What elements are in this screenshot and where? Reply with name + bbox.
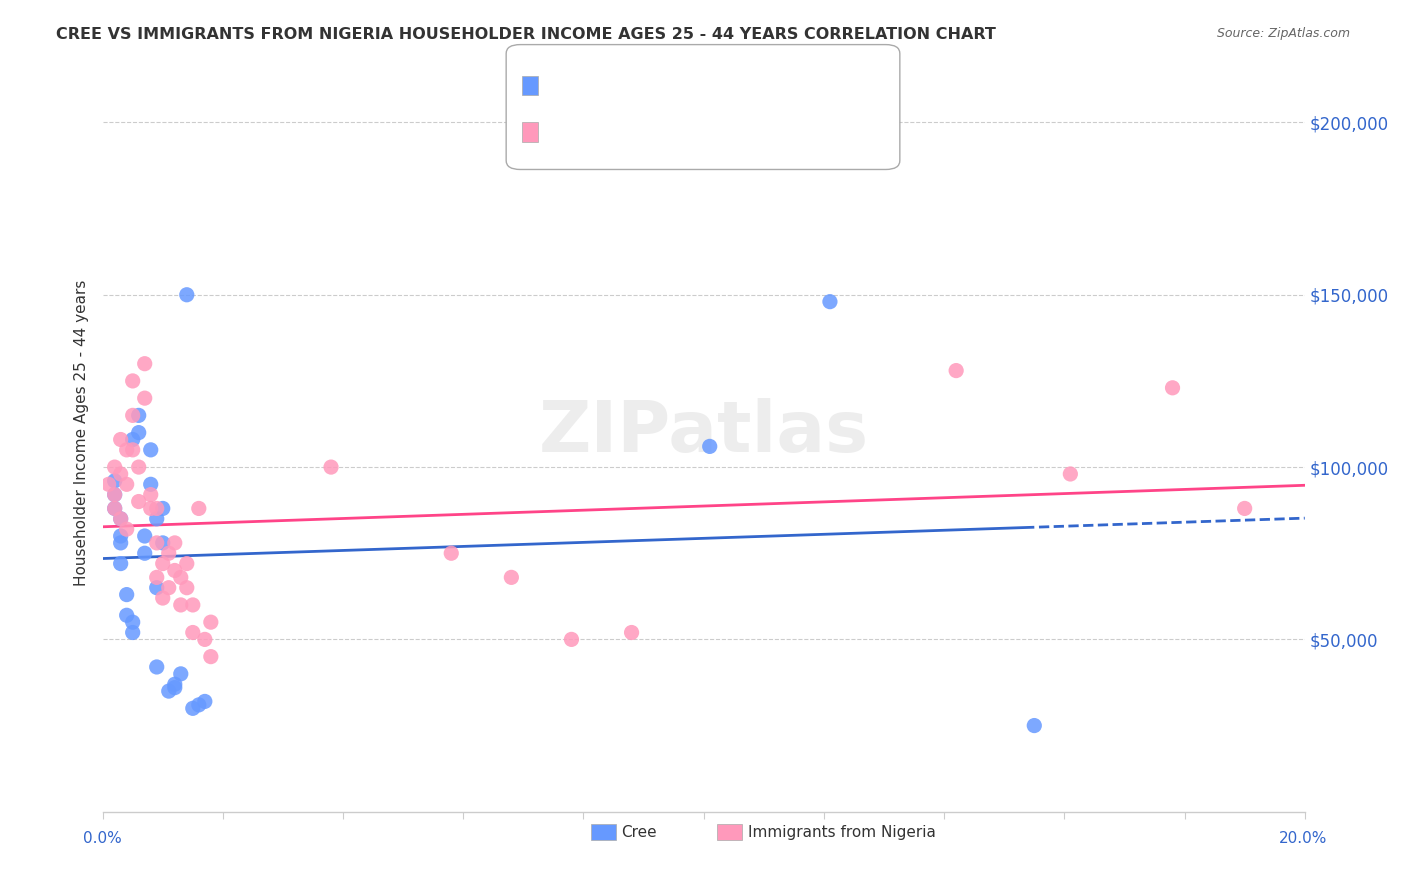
Point: [163, 681, 186, 695]
Point: [319, 460, 342, 475]
Text: N =: N =: [647, 78, 681, 92]
Text: CREE VS IMMIGRANTS FROM NIGERIA HOUSEHOLDER INCOME AGES 25 - 44 YEARS CORRELATIO: CREE VS IMMIGRANTS FROM NIGERIA HOUSEHOL…: [56, 27, 995, 42]
Point: [110, 529, 132, 543]
Point: [104, 501, 127, 516]
Point: [152, 591, 174, 605]
Point: [157, 581, 180, 595]
Point: [176, 581, 198, 595]
Point: [163, 536, 186, 550]
Text: 47: 47: [679, 124, 700, 138]
Point: [128, 494, 150, 508]
Point: [620, 625, 643, 640]
Point: [818, 294, 841, 309]
Point: [110, 467, 132, 481]
Point: [152, 557, 174, 571]
Point: [110, 512, 132, 526]
Point: [170, 666, 193, 681]
Point: [699, 439, 721, 453]
Point: [170, 598, 193, 612]
Point: [110, 512, 132, 526]
Point: [163, 564, 186, 578]
Text: -0.091: -0.091: [581, 78, 636, 92]
Point: [560, 632, 582, 647]
Point: [121, 442, 143, 457]
Text: Immigrants from Nigeria: Immigrants from Nigeria: [748, 825, 936, 839]
Point: [157, 684, 180, 698]
Point: [152, 536, 174, 550]
Point: [152, 501, 174, 516]
Point: [134, 546, 156, 560]
Point: [121, 433, 143, 447]
Point: [145, 581, 167, 595]
Point: [501, 570, 523, 584]
Point: [200, 649, 222, 664]
Point: [121, 374, 143, 388]
Point: [115, 522, 138, 536]
Point: [97, 477, 120, 491]
Point: [104, 488, 127, 502]
Text: Source: ZipAtlas.com: Source: ZipAtlas.com: [1216, 27, 1350, 40]
Point: [187, 698, 209, 712]
Point: [145, 660, 167, 674]
Point: [115, 608, 138, 623]
Point: [128, 425, 150, 440]
Text: Cree: Cree: [621, 825, 657, 839]
Point: [181, 625, 204, 640]
Point: [115, 442, 138, 457]
Point: [104, 474, 127, 488]
Point: [145, 570, 167, 584]
Point: [163, 677, 186, 691]
Point: [134, 391, 156, 405]
Point: [176, 557, 198, 571]
Point: [104, 501, 127, 516]
Point: [110, 536, 132, 550]
Point: [176, 287, 198, 301]
Point: [110, 557, 132, 571]
Point: [145, 501, 167, 516]
Point: [121, 409, 143, 423]
Text: 34: 34: [679, 78, 700, 92]
Point: [104, 460, 127, 475]
Text: -0.091: -0.091: [581, 124, 636, 138]
Text: 0.0%: 0.0%: [83, 831, 122, 847]
Point: [128, 460, 150, 475]
Point: [139, 477, 162, 491]
Point: [121, 625, 143, 640]
Text: ZIPatlas: ZIPatlas: [538, 398, 869, 467]
Point: [945, 363, 967, 377]
Point: [139, 442, 162, 457]
Point: [1233, 501, 1256, 516]
Point: [134, 529, 156, 543]
Text: R =: R =: [544, 124, 578, 138]
Point: [1059, 467, 1081, 481]
Point: [194, 632, 217, 647]
Text: R =: R =: [544, 78, 578, 92]
Point: [121, 615, 143, 630]
Point: [139, 501, 162, 516]
Point: [1024, 718, 1046, 732]
Point: [145, 512, 167, 526]
Point: [1161, 381, 1184, 395]
Point: [110, 433, 132, 447]
Point: [134, 357, 156, 371]
Point: [139, 488, 162, 502]
Point: [115, 588, 138, 602]
Point: [194, 694, 217, 708]
Point: [104, 488, 127, 502]
Point: [181, 701, 204, 715]
Point: [440, 546, 463, 560]
Point: [187, 501, 209, 516]
Point: [170, 570, 193, 584]
Point: [128, 409, 150, 423]
Y-axis label: Householder Income Ages 25 - 44 years: Householder Income Ages 25 - 44 years: [73, 279, 89, 586]
Point: [181, 598, 204, 612]
Point: [145, 536, 167, 550]
Point: [115, 477, 138, 491]
Text: N =: N =: [647, 124, 681, 138]
Point: [157, 546, 180, 560]
Text: 20.0%: 20.0%: [1279, 831, 1327, 847]
Point: [200, 615, 222, 630]
